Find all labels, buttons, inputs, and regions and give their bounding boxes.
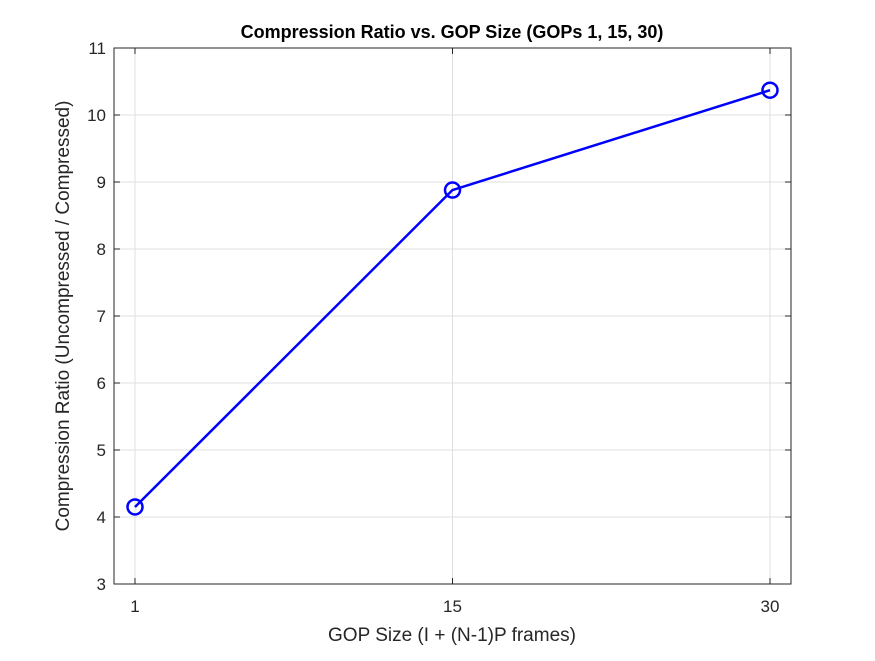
y-tick-label: 3	[97, 575, 106, 594]
data-point-marker	[761, 81, 779, 99]
x-tick-label: 1	[130, 597, 139, 616]
chart-title: Compression Ratio vs. GOP Size (GOPs 1, …	[241, 22, 664, 42]
x-tick-label: 30	[761, 597, 780, 616]
x-axis-label: GOP Size (I + (N-1)P frames)	[328, 625, 576, 646]
y-tick-label: 6	[97, 374, 106, 393]
data-point-marker	[443, 181, 462, 199]
y-tick-label: 9	[97, 173, 106, 192]
data-series	[126, 81, 779, 516]
y-tick-label: 10	[87, 106, 106, 125]
y-tick-label: 5	[97, 441, 106, 460]
y-tick-label: 4	[97, 508, 106, 527]
data-point-marker	[126, 498, 144, 516]
grid-lines	[114, 48, 791, 584]
y-tick-label: 11	[88, 39, 106, 58]
axis-ticks	[114, 47, 791, 585]
x-tick-label: 15	[443, 597, 462, 616]
series-line	[134, 89, 771, 508]
y-axis-label: Compression Ratio (Uncompressed / Compre…	[53, 101, 74, 532]
y-tick-label: 8	[97, 240, 106, 259]
y-tick-label: 7	[97, 307, 106, 326]
